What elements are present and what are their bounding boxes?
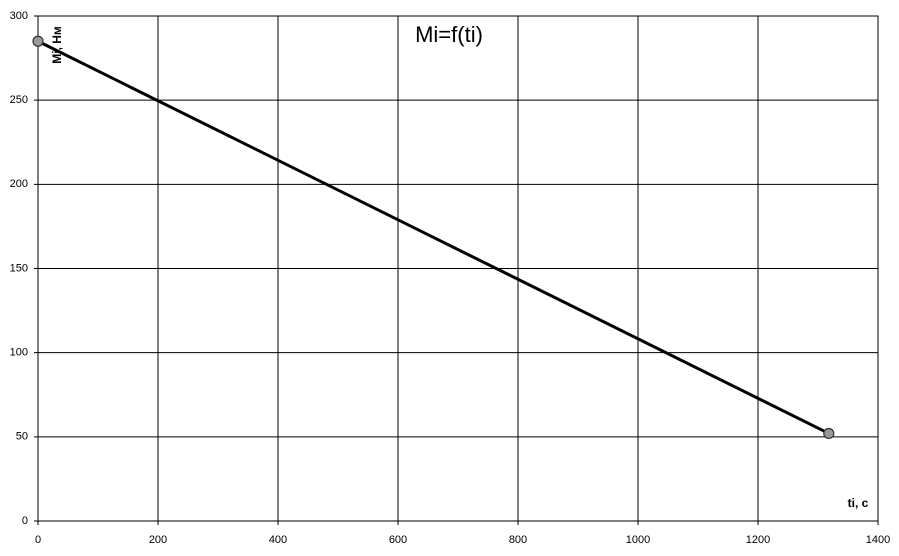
y-tick-label: 150 <box>10 262 28 274</box>
x-axis-label: ti, с <box>848 496 869 510</box>
x-tick-label: 200 <box>149 534 167 546</box>
x-tick-label: 1000 <box>626 534 650 546</box>
x-tick-label: 400 <box>269 534 287 546</box>
y-tick-label: 300 <box>10 10 28 22</box>
y-axis-label: Mi, Нм <box>50 26 64 64</box>
x-tick-label: 1400 <box>866 534 890 546</box>
y-tick-label: 0 <box>22 515 28 527</box>
plot-border <box>37 15 879 522</box>
chart-title: Mi=f(ti) <box>415 22 483 47</box>
x-tick-label: 0 <box>35 534 41 546</box>
x-tick-label: 1200 <box>746 534 770 546</box>
y-tick-label: 200 <box>10 178 28 190</box>
x-tick-label: 600 <box>389 534 407 546</box>
y-tick-label: 100 <box>10 347 28 359</box>
y-tick-label: 50 <box>16 431 28 443</box>
data-point <box>823 427 835 440</box>
y-tick-label: 250 <box>10 94 28 106</box>
data-point <box>32 35 44 47</box>
series-line <box>37 39 830 435</box>
x-tick-label: 800 <box>509 534 527 546</box>
